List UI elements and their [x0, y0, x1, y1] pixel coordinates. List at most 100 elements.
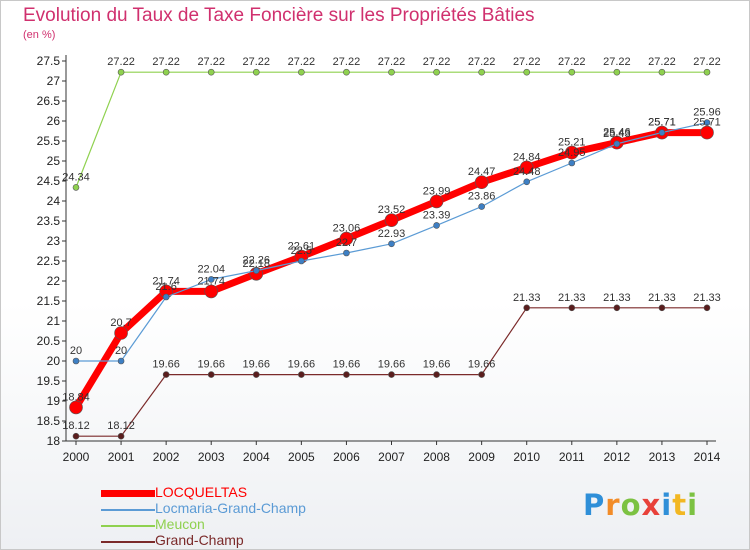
data-label: 21.6 [155, 281, 176, 293]
x-tick-label: 2011 [559, 450, 585, 464]
data-label: 21.74 [197, 275, 225, 287]
x-tick-label: 2010 [513, 450, 540, 464]
data-point [703, 304, 711, 312]
data-label: 21.33 [603, 292, 631, 304]
data-point [613, 68, 621, 76]
data-point [204, 284, 219, 299]
data-point [388, 371, 395, 378]
data-label: 21.33 [693, 292, 721, 304]
y-tick-label: 24 [47, 194, 61, 208]
data-label: 22.5 [291, 245, 312, 257]
data-label: 22.04 [197, 263, 225, 275]
data-label: 23.06 [333, 223, 361, 235]
y-tick-label: 26.5 [37, 94, 61, 108]
data-point [114, 326, 128, 340]
data-label: 19.66 [152, 359, 180, 371]
logo-letter: x [641, 488, 662, 522]
y-tick-label: 18 [47, 434, 61, 448]
x-tick-label: 2006 [333, 450, 360, 464]
data-point [339, 231, 354, 246]
y-axis-unit-label: (en %) [23, 29, 56, 41]
data-label: 27.22 [288, 56, 316, 68]
data-point [72, 184, 80, 191]
proxiti-logo: Proxiti [583, 488, 698, 522]
logo-letter: o [620, 488, 642, 522]
logo-letter: r [605, 488, 621, 522]
data-label: 22.18 [243, 258, 271, 270]
data-label: 19.66 [243, 359, 271, 371]
data-label: 22.26 [243, 255, 271, 267]
data-label: 25.71 [693, 117, 721, 129]
x-tick-label: 2007 [378, 450, 405, 464]
data-label: 27.22 [468, 56, 496, 68]
data-point [162, 293, 170, 301]
x-tick-label: 2014 [694, 450, 721, 464]
data-label: 27.22 [603, 56, 631, 68]
data-label: 25.96 [693, 107, 721, 119]
data-point [433, 222, 440, 229]
x-tick-label: 2003 [198, 450, 225, 464]
y-tick-label: 19.5 [37, 374, 61, 388]
data-label: 25.71 [648, 117, 676, 129]
data-point [72, 357, 80, 365]
data-point [252, 371, 260, 378]
data-label: 24.95 [558, 147, 586, 159]
data-label: 23.52 [378, 204, 406, 216]
data-point [207, 276, 215, 283]
data-label: 22.61 [288, 241, 316, 253]
logo-letter: P [583, 488, 606, 522]
y-tick-label: 24.5 [37, 174, 61, 188]
data-label: 21.33 [558, 292, 586, 304]
data-point [433, 68, 440, 76]
data-label: 19.66 [333, 359, 361, 371]
data-label: 27.22 [243, 56, 271, 68]
chart-title: Evolution du Taux de Taxe Foncière sur l… [23, 5, 535, 26]
y-tick-label: 27 [47, 74, 61, 88]
data-point [700, 125, 714, 140]
data-label: 27.22 [152, 56, 180, 68]
data-label: 18.12 [107, 420, 135, 432]
data-label: 19.66 [197, 359, 225, 371]
x-tick-label: 2013 [649, 450, 676, 464]
data-point [388, 240, 395, 248]
y-tick-label: 22.5 [37, 254, 61, 268]
data-point [252, 267, 260, 274]
data-point [433, 371, 440, 378]
data-label: 24.47 [468, 166, 496, 178]
data-label: 25.21 [558, 137, 586, 149]
y-tick-label: 19 [47, 394, 61, 408]
data-label: 21.74 [152, 275, 180, 287]
data-point [519, 160, 534, 175]
data-point [343, 68, 350, 76]
data-point [384, 213, 399, 227]
x-tick-label: 2004 [243, 450, 270, 464]
data-point [207, 68, 215, 76]
logo-letter: i [661, 488, 673, 522]
data-point [478, 203, 485, 210]
legend-swatch [101, 525, 155, 527]
data-point [117, 357, 125, 365]
data-point [564, 145, 579, 160]
data-point [523, 68, 531, 76]
legend-label: LOCQUELTAS [155, 484, 248, 500]
data-point [478, 68, 485, 76]
data-point [252, 68, 260, 76]
data-label: 25.71 [648, 117, 676, 129]
data-point [703, 68, 711, 76]
y-tick-label: 21.5 [37, 294, 61, 308]
legend-label: Meucon [155, 516, 205, 532]
data-point [298, 68, 305, 76]
x-tick-label: 2005 [288, 450, 315, 464]
data-point [658, 68, 666, 76]
data-point [343, 249, 350, 257]
data-point [613, 304, 621, 312]
data-label: 27.22 [693, 56, 721, 68]
data-point [568, 304, 576, 312]
y-tick-label: 20.5 [37, 334, 61, 348]
x-tick-label: 2000 [63, 450, 90, 464]
data-point [388, 68, 395, 76]
y-tick-label: 21 [47, 314, 61, 328]
data-label: 24.34 [62, 171, 90, 183]
data-label: 20 [115, 345, 127, 357]
